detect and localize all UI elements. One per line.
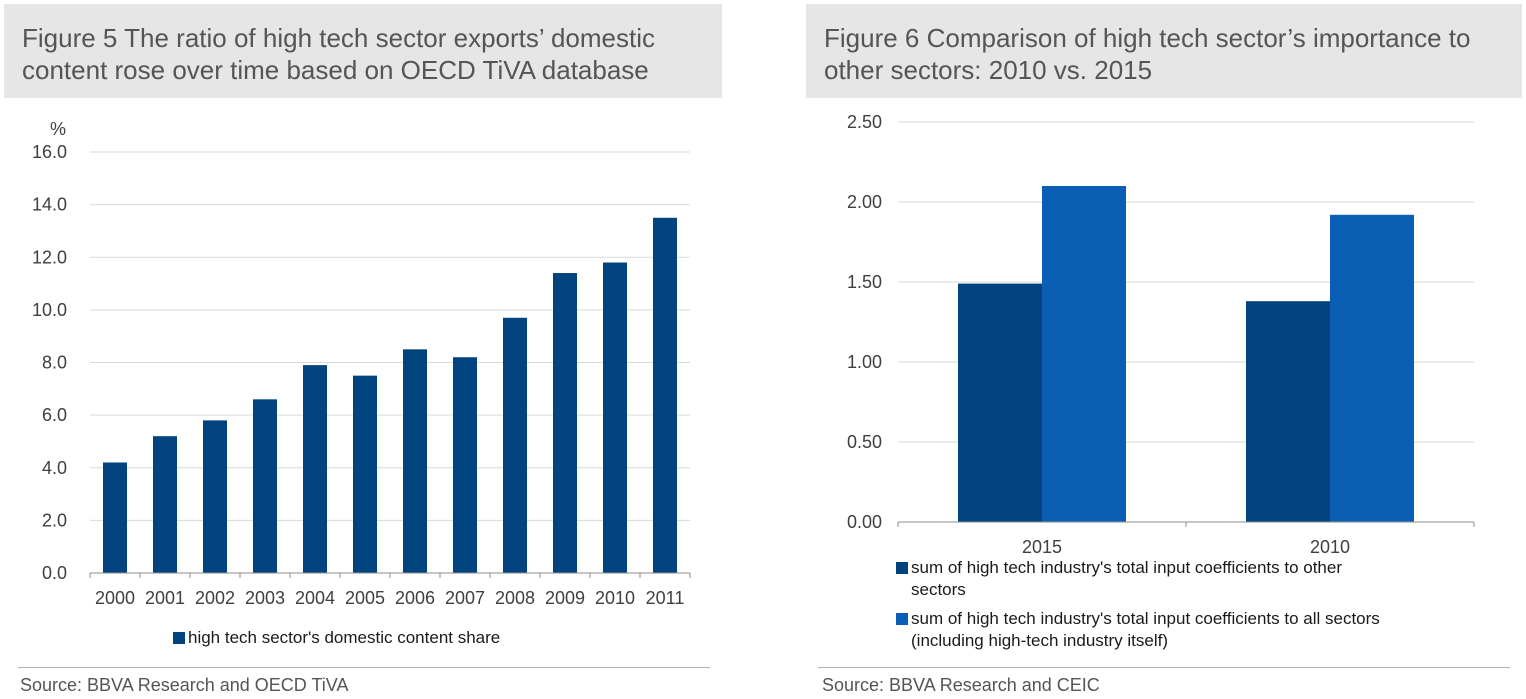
y-tick-label: 8.0 xyxy=(42,353,67,373)
y-tick-label: 10.0 xyxy=(32,300,67,320)
x-tick-label: 2003 xyxy=(245,588,285,608)
x-tick-label: 2002 xyxy=(195,588,235,608)
y-tick-label: 4.0 xyxy=(42,458,67,478)
figure-6-title: Figure 6 Comparison of high tech sector’… xyxy=(806,4,1522,98)
y-tick-label: 0.50 xyxy=(847,432,882,452)
legend-swatch xyxy=(173,632,185,644)
figure-5-title: Figure 5 The ratio of high tech sector e… xyxy=(4,4,722,98)
bar xyxy=(303,365,327,573)
legend-label: sum of high tech industry's total input … xyxy=(911,558,1343,577)
y-axis-label: % xyxy=(50,119,66,139)
y-tick-label: 0.00 xyxy=(847,512,882,532)
x-tick-label: 2015 xyxy=(1022,537,1062,557)
y-tick-label: 2.0 xyxy=(42,510,67,530)
y-tick-label: 16.0 xyxy=(32,142,67,162)
x-tick-label: 2007 xyxy=(445,588,485,608)
legend-label-cont: sectors xyxy=(911,580,966,599)
y-tick-label: 14.0 xyxy=(32,195,67,215)
y-tick-label: 0.0 xyxy=(42,563,67,583)
legend-label: high tech sector's domestic content shar… xyxy=(188,628,501,647)
x-tick-label: 2006 xyxy=(395,588,435,608)
x-tick-label: 2005 xyxy=(345,588,385,608)
figure-6-legend: sum of high tech industry's total input … xyxy=(896,557,1380,652)
legend-swatch xyxy=(896,562,908,574)
x-tick-label: 2004 xyxy=(295,588,335,608)
bar xyxy=(103,462,127,573)
x-tick-label: 2010 xyxy=(1310,537,1350,557)
legend-label: sum of high tech industry's total input … xyxy=(911,609,1380,628)
bar xyxy=(353,375,377,573)
legend-item-all-sectors: sum of high tech industry's total input … xyxy=(896,608,1380,652)
x-tick-label: 2010 xyxy=(595,588,635,608)
bar xyxy=(203,420,227,573)
figure-6-title-line1: Figure 6 Comparison of high tech sector’… xyxy=(824,23,1471,53)
bar xyxy=(1042,186,1126,522)
bar xyxy=(1330,214,1414,523)
bar xyxy=(653,217,677,573)
y-tick-label: 1.50 xyxy=(847,272,882,292)
figure-5-legend: high tech sector's domestic content shar… xyxy=(173,627,500,649)
x-tick-label: 2001 xyxy=(145,588,185,608)
y-tick-label: 6.0 xyxy=(42,405,67,425)
x-tick-label: 2000 xyxy=(95,588,135,608)
figure-5-title-line2: content rose over time based on OECD TiV… xyxy=(22,55,649,85)
x-tick-label: 2011 xyxy=(646,588,685,608)
legend-swatch xyxy=(896,613,908,625)
bar xyxy=(253,399,277,573)
figure-5-title-line1: Figure 5 The ratio of high tech sector e… xyxy=(22,23,655,53)
figure-6-source: Source: BBVA Research and CEIC xyxy=(822,675,1100,695)
legend-label-cont: (including high-tech industry itself) xyxy=(911,631,1169,650)
y-tick-label: 12.0 xyxy=(32,247,67,267)
bar xyxy=(503,317,527,573)
bar xyxy=(603,262,627,573)
y-tick-label: 2.50 xyxy=(847,112,882,132)
figure-6-title-line2: other sectors: 2010 vs. 2015 xyxy=(824,55,1153,85)
source-divider xyxy=(18,667,710,668)
bar xyxy=(958,283,1042,522)
x-tick-label: 2009 xyxy=(545,588,585,608)
bar xyxy=(553,273,577,573)
figure-5-source: Source: BBVA Research and OECD TiVA xyxy=(20,675,349,695)
y-tick-label: 2.00 xyxy=(847,192,882,212)
bar xyxy=(403,349,427,573)
x-tick-label: 2008 xyxy=(495,588,535,608)
bar xyxy=(453,357,477,573)
figure-5-chart: 0.0 2.0 4.0 6.0 8.0 10.0 12.0 14.0 16.0% 2000 2001… xyxy=(32,119,691,608)
legend-item-other-sectors: sum of high tech industry's total input … xyxy=(896,557,1380,601)
source-divider xyxy=(818,667,1510,668)
y-tick-label: 1.00 xyxy=(847,352,882,372)
bar xyxy=(1246,301,1330,522)
figure-6-chart: 0.00 0.50 1.00 1.50 2.00 2.50 2015 2010 xyxy=(847,112,1475,557)
bar xyxy=(153,436,177,573)
